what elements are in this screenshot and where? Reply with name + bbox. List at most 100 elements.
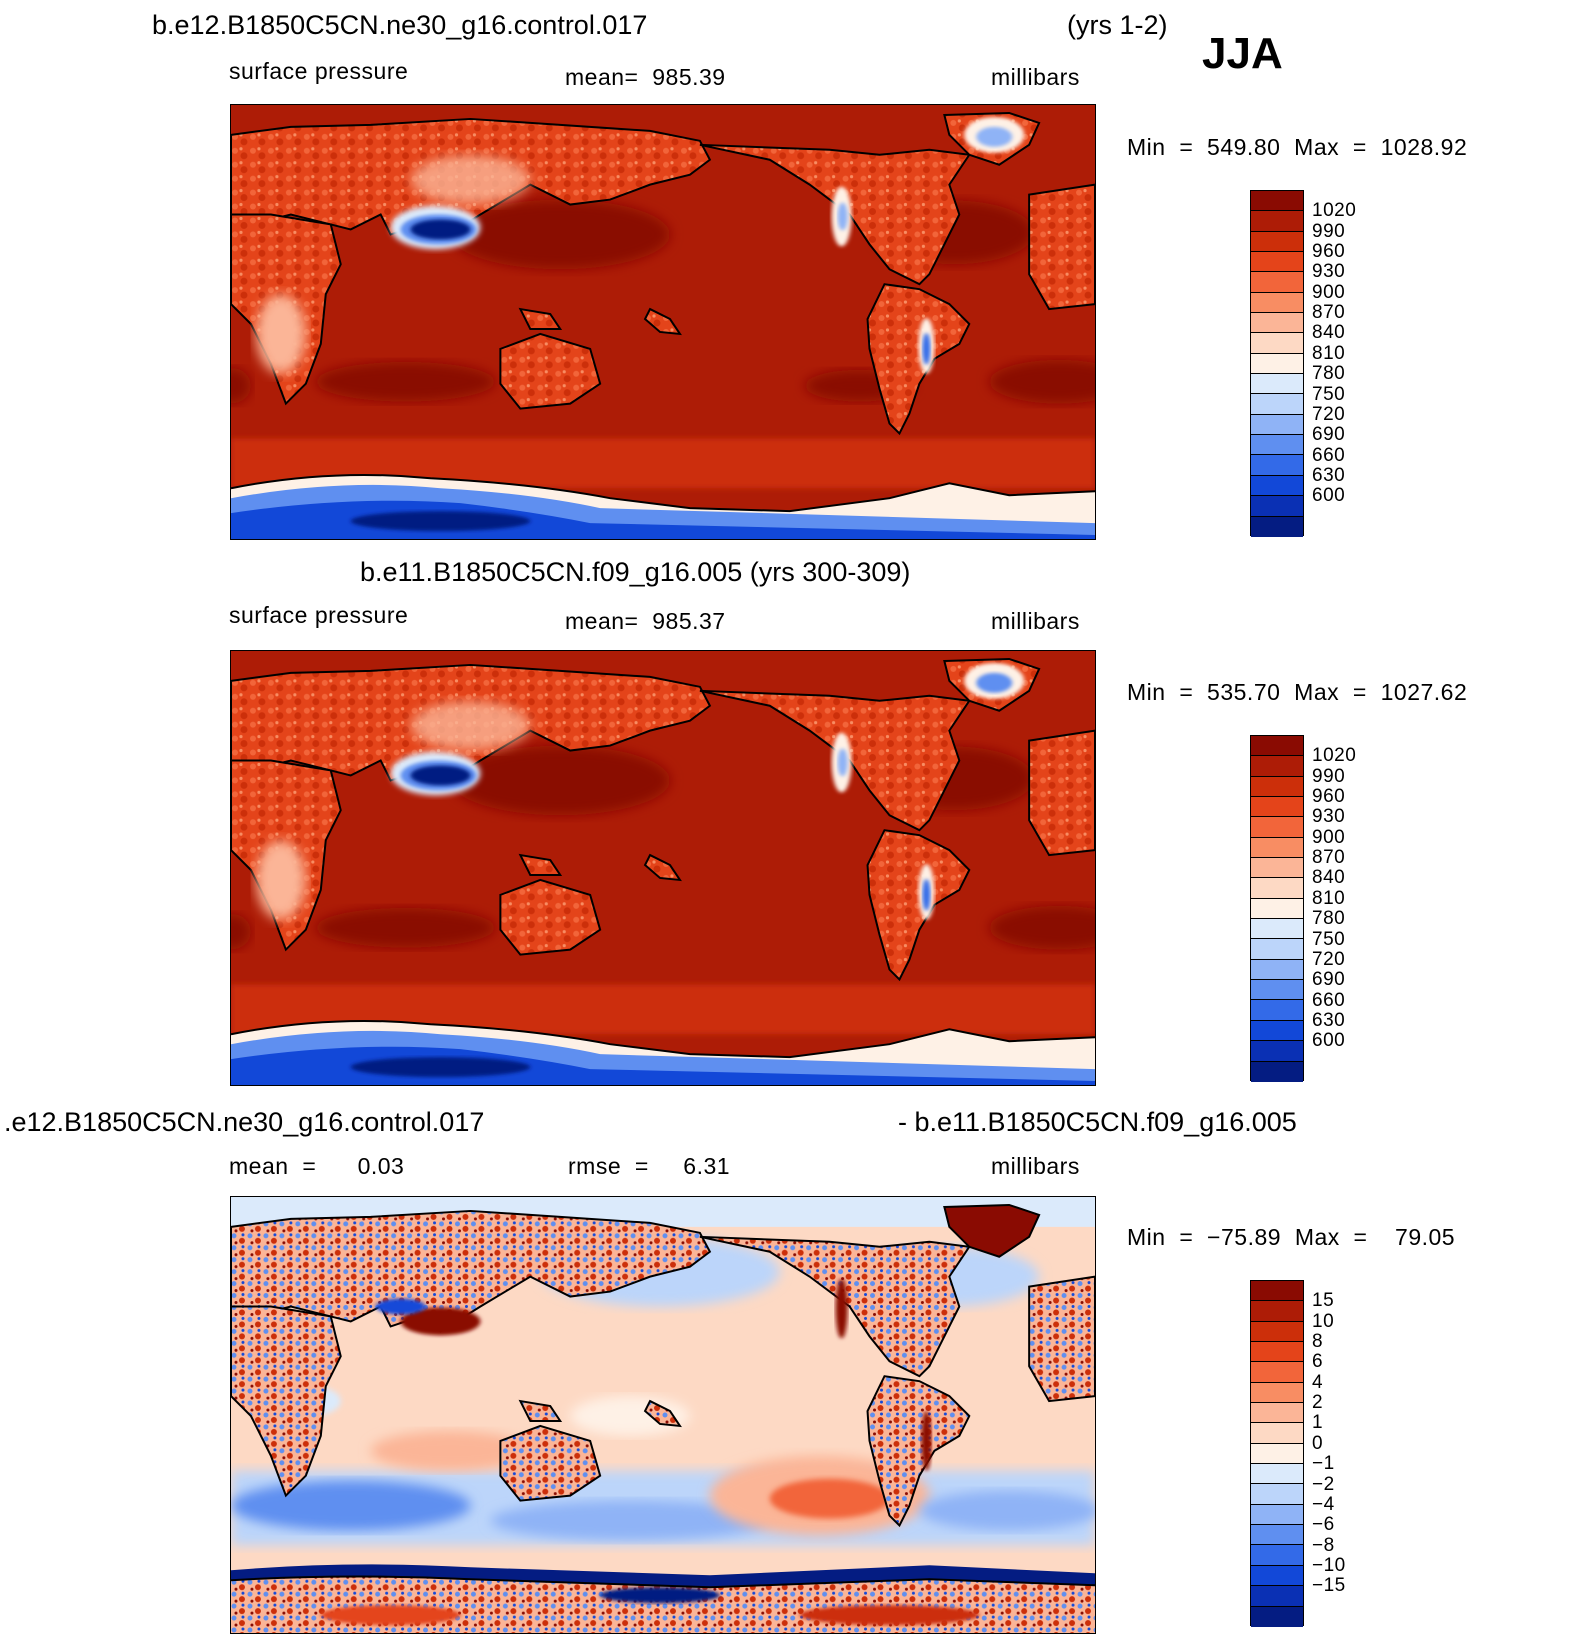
colorbar-tick-label: 4 (1312, 1371, 1324, 1393)
colorbar-swatch (1251, 292, 1303, 314)
colorbar-tick-label: 600 (1312, 1030, 1346, 1052)
panel1-contour-plot (231, 105, 1095, 539)
panel2-colorbar (1250, 735, 1304, 1082)
colorbar-swatch (1251, 374, 1303, 395)
colorbar-tick-label: −1 (1312, 1453, 1335, 1475)
panel1-map (230, 104, 1096, 540)
antarctica-field (231, 1019, 1095, 1085)
colorbar-tick-label: 900 (1312, 826, 1346, 848)
colorbar-tick-label: 840 (1312, 867, 1346, 889)
panel2-contour-plot (231, 651, 1095, 1085)
panel1-units-label: millibars (991, 64, 1080, 90)
colorbar-tick-label: 15 (1312, 1290, 1335, 1312)
colorbar-swatch (1251, 1000, 1303, 1021)
colorbar-tick-label: 960 (1312, 241, 1346, 263)
colorbar-tick-label: 930 (1312, 261, 1346, 283)
colorbar-swatch (1251, 1342, 1303, 1363)
colorbar-tick-label: −4 (1312, 1493, 1335, 1515)
colorbar-swatch (1251, 1484, 1303, 1505)
colorbar-tick-label: 630 (1312, 1009, 1346, 1031)
colorbar-swatch (1251, 272, 1303, 293)
colorbar-tick-label: 930 (1312, 806, 1346, 828)
colorbar-tick-label: 960 (1312, 786, 1346, 808)
colorbar-swatch (1251, 797, 1303, 818)
colorbar-tick-label: 990 (1312, 220, 1346, 242)
panel1-mean-label: mean= 985.39 (565, 64, 726, 90)
panel3-minmax-label: Min = −75.89 Max = 79.05 (1127, 1224, 1456, 1250)
colorbar-tick-label: 990 (1312, 765, 1346, 787)
colorbar-swatch (1251, 756, 1303, 777)
panel3-contour-plot (231, 1197, 1095, 1633)
colorbar-tick-label: 2 (1312, 1392, 1324, 1414)
panel3-map (230, 1196, 1096, 1634)
colorbar-swatch (1251, 1382, 1303, 1404)
panel2-title: b.e11.B1850C5CN.f09_g16.005 (yrs 300-309… (360, 557, 911, 587)
panel1-variable-label: surface pressure (229, 58, 409, 84)
colorbar-swatch (1251, 191, 1303, 212)
low-pressure-regions (255, 662, 1025, 920)
colorbar-swatch (1251, 516, 1303, 537)
colorbar-tick-label: 870 (1312, 302, 1346, 324)
colorbar-tick-label: 660 (1312, 989, 1346, 1011)
colorbar-swatch (1251, 939, 1303, 960)
colorbar-tick-label: 600 (1312, 485, 1346, 507)
colorbar-tick-label: 690 (1312, 424, 1346, 446)
colorbar-tick-label: 6 (1312, 1351, 1324, 1373)
colorbar-swatch (1251, 414, 1303, 436)
panel3-title-right: - b.e11.B1850C5CN.f09_g16.005 (898, 1107, 1297, 1137)
colorbar-swatch (1251, 475, 1303, 497)
colorbar-swatch (1251, 1423, 1303, 1444)
colorbar-swatch (1251, 736, 1303, 757)
colorbar-tick-label: −15 (1312, 1575, 1346, 1597)
colorbar-tick-label: 750 (1312, 383, 1346, 405)
colorbar-swatch (1251, 1041, 1303, 1062)
colorbar-swatch (1251, 1606, 1303, 1627)
panel3-units-label: millibars (991, 1153, 1080, 1179)
colorbar-swatch (1251, 1281, 1303, 1302)
colorbar-swatch (1251, 231, 1303, 253)
colorbar-tick-label: 1 (1312, 1412, 1324, 1434)
colorbar-tick-label: −8 (1312, 1534, 1335, 1556)
colorbar-tick-label: 840 (1312, 322, 1346, 344)
panel3-mean-label: mean = 0.03 (229, 1153, 405, 1179)
colorbar-tick-label: 810 (1312, 342, 1346, 364)
colorbar-tick-label: 780 (1312, 363, 1346, 385)
colorbar-tick-label: 810 (1312, 887, 1346, 909)
colorbar-tick-label: 900 (1312, 281, 1346, 303)
colorbar-swatch (1251, 1301, 1303, 1322)
panel3-title: .e12.B1850C5CN.ne30_g16.control.017 (4, 1107, 485, 1137)
colorbar-tick-label: 870 (1312, 847, 1346, 869)
colorbar-swatch (1251, 959, 1303, 981)
colorbar-swatch (1251, 1586, 1303, 1607)
panel1-years: (yrs 1-2) (1067, 10, 1168, 40)
colorbar-swatch (1251, 1504, 1303, 1526)
colorbar-swatch (1251, 1321, 1303, 1343)
panel2-units-label: millibars (991, 608, 1080, 634)
colorbar-swatch (1251, 455, 1303, 476)
colorbar-tick-label: 690 (1312, 969, 1346, 991)
panel2-map (230, 650, 1096, 1086)
colorbar-swatch (1251, 1443, 1303, 1465)
colorbar-swatch (1251, 1565, 1303, 1587)
difference-extremes (375, 1278, 932, 1471)
colorbar-tick-label: 750 (1312, 928, 1346, 950)
colorbar-tick-label: 1020 (1312, 200, 1357, 222)
colorbar-swatch (1251, 1525, 1303, 1546)
colorbar-tick-label: 8 (1312, 1331, 1324, 1353)
panel3-rmse-label: rmse = 6.31 (568, 1153, 731, 1179)
panel3-colorbar (1250, 1280, 1304, 1627)
colorbar-swatch (1251, 496, 1303, 517)
colorbar-swatch (1251, 980, 1303, 1001)
colorbar-swatch (1251, 333, 1303, 354)
antarctica-field (231, 473, 1095, 539)
panel2-variable-label: surface pressure (229, 602, 409, 628)
colorbar-tick-label: −10 (1312, 1554, 1346, 1576)
colorbar-swatch (1251, 1545, 1303, 1566)
colorbar-swatch (1251, 394, 1303, 415)
colorbar-tick-label: 720 (1312, 403, 1346, 425)
colorbar-swatch (1251, 1020, 1303, 1042)
colorbar-swatch (1251, 837, 1303, 859)
colorbar-swatch (1251, 1061, 1303, 1082)
low-pressure-regions (255, 116, 1025, 374)
panel2-mean-label: mean= 985.37 (565, 608, 726, 634)
